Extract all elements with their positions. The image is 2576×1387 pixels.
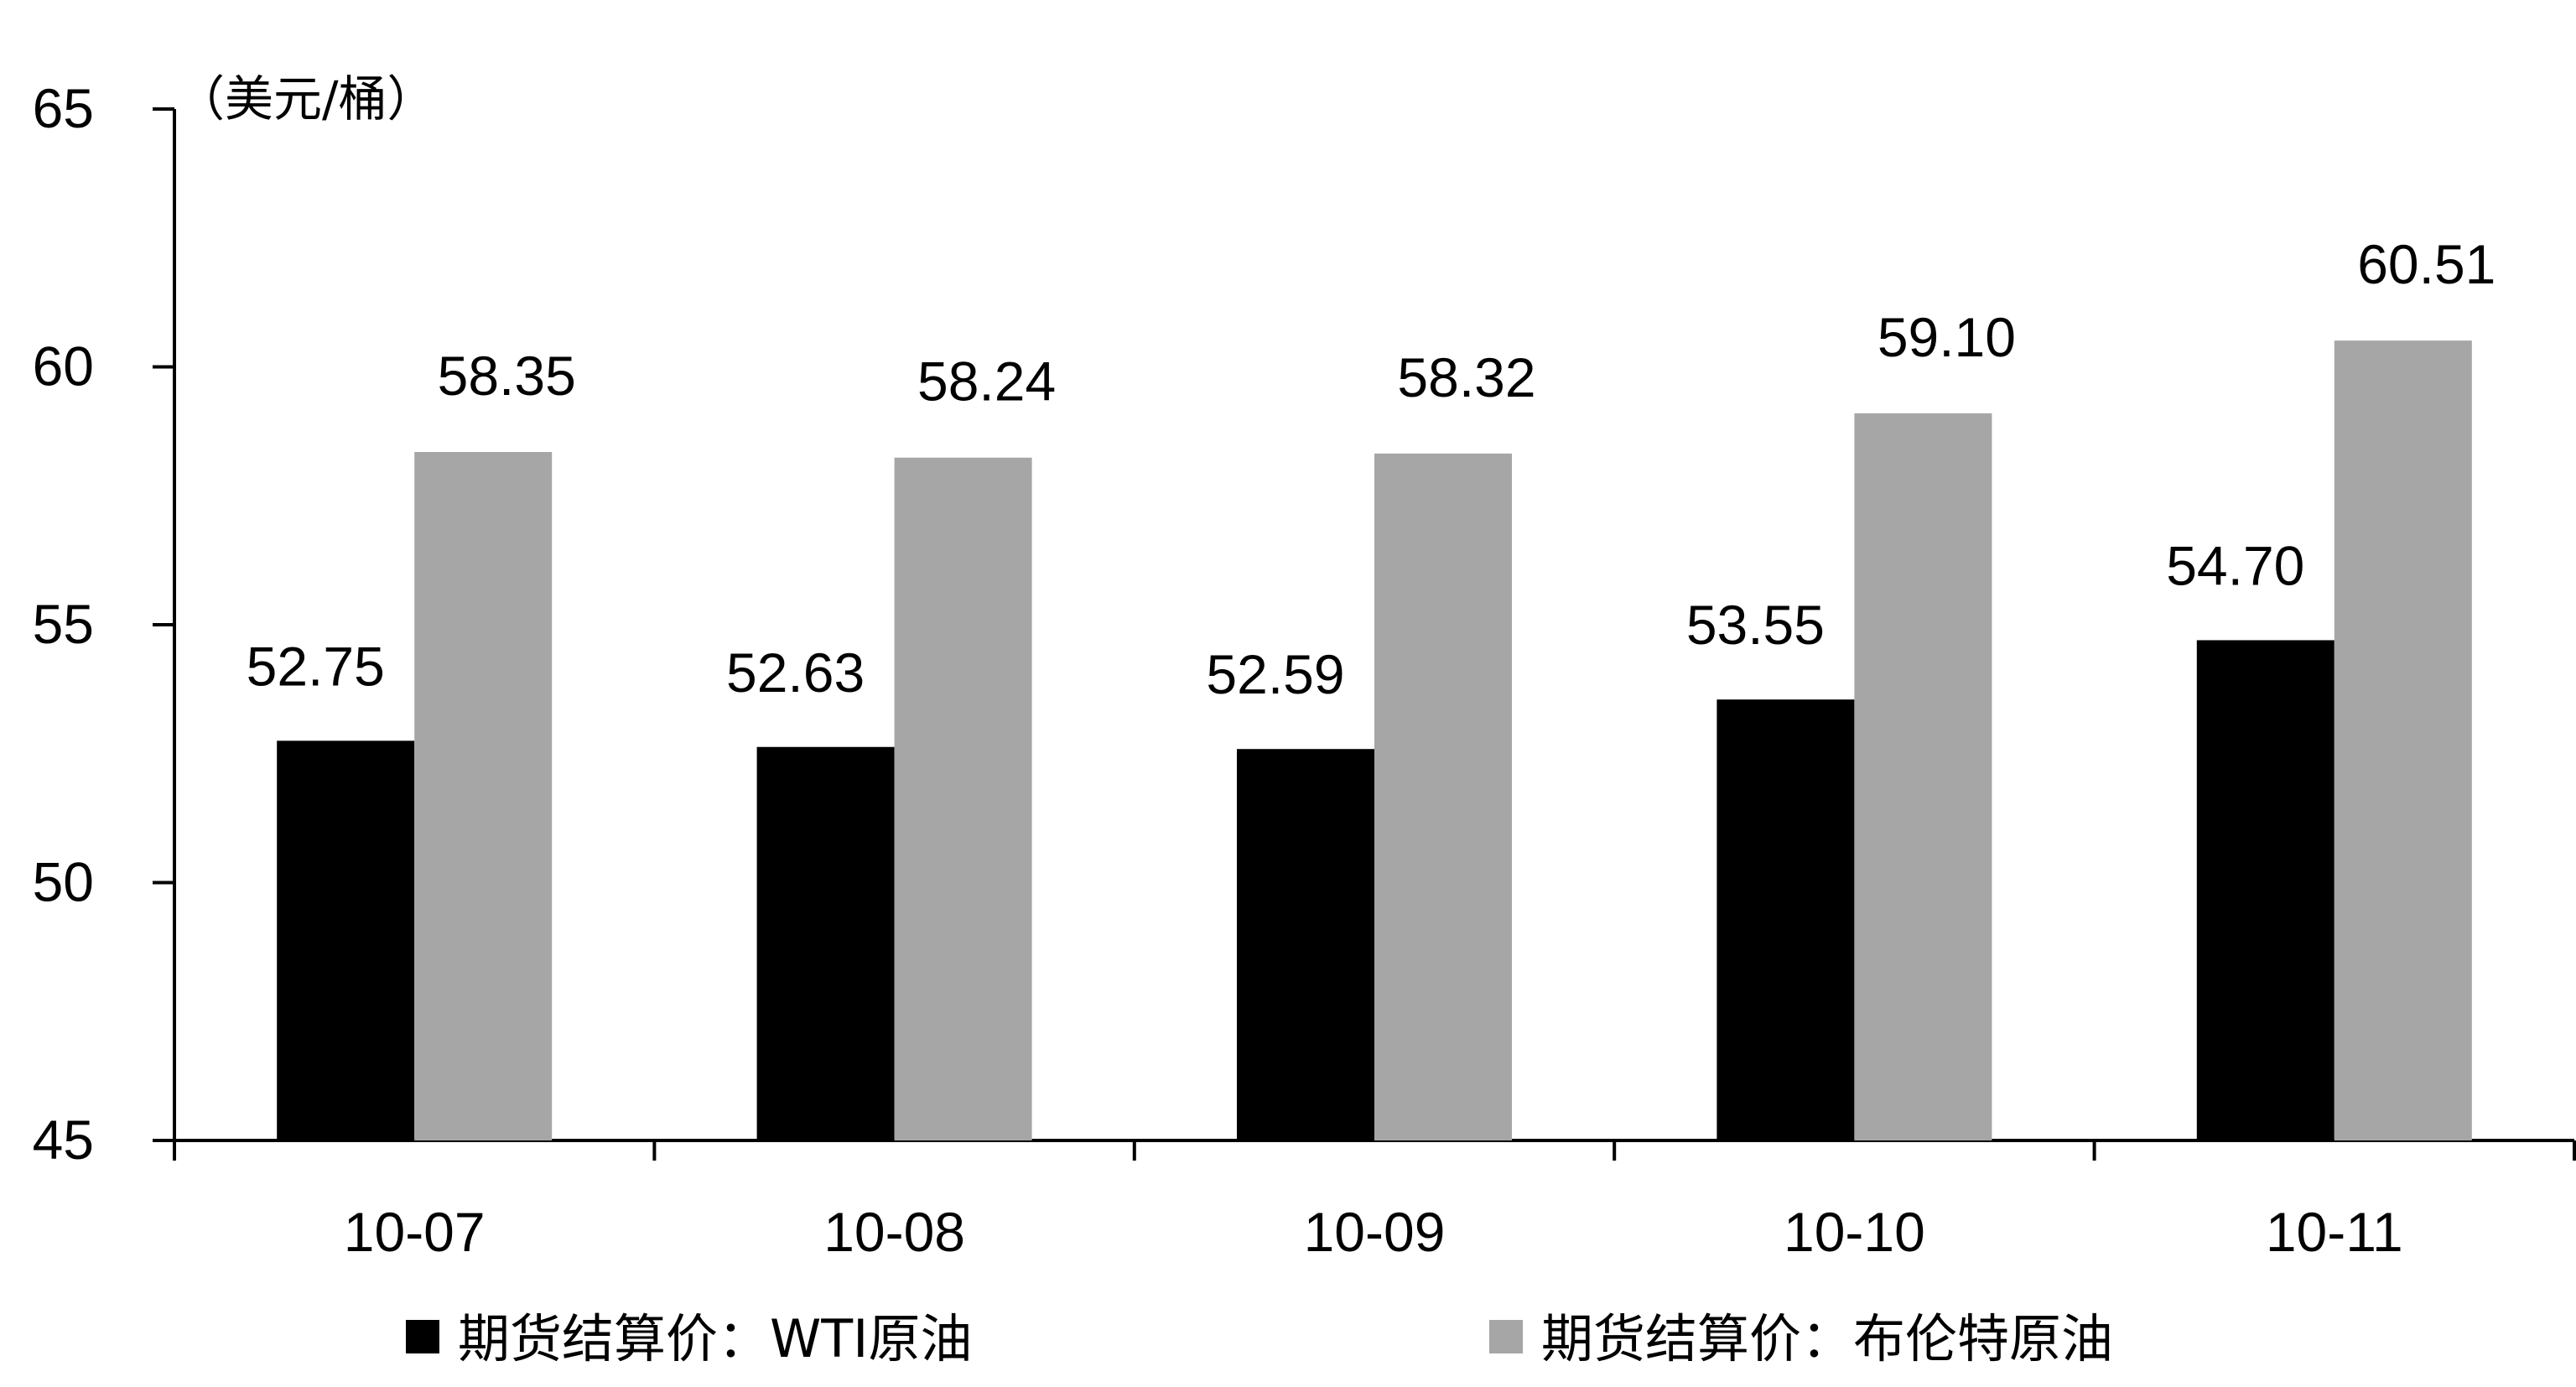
legend-label-brent: 期货结算价：布伦特原油: [1541, 1308, 2113, 1369]
y-tick-label: 45: [33, 1109, 94, 1171]
data-label: 53.55: [1686, 594, 1825, 656]
bar-brent: [894, 457, 1032, 1140]
data-label: 60.51: [2357, 233, 2496, 295]
data-label: 52.75: [247, 635, 385, 697]
data-label: 59.10: [1877, 306, 2016, 368]
bar-wti: [2196, 640, 2334, 1140]
data-label: 52.63: [726, 642, 865, 704]
axes: 45 50 55 60 65 10-07 10-08 10-09 10-10 10-11: [33, 77, 2576, 1263]
x-tick-label: 10-09: [1304, 1201, 1446, 1263]
y-tick-label: 60: [33, 335, 94, 397]
y-tick-label: 55: [33, 593, 94, 655]
bar-brent: [414, 451, 553, 1140]
data-label: 58.35: [438, 345, 576, 407]
bars: [277, 340, 2472, 1141]
legend-swatch-wti: [406, 1320, 439, 1353]
bar-wti: [756, 746, 895, 1140]
bar-brent: [1374, 453, 1512, 1140]
data-label: 58.24: [917, 351, 1056, 413]
bar-wti: [1237, 749, 1374, 1140]
bar-brent: [2334, 340, 2472, 1140]
y-tick-label: 50: [33, 851, 94, 913]
data-label: 54.70: [2166, 534, 2304, 596]
legend-label-wti: 期货结算价：WTI原油: [458, 1308, 972, 1369]
data-labels: 52.75 52.63 52.59 53.55 54.70 58.35 58.24 58.32…: [247, 233, 2496, 705]
data-label: 58.32: [1397, 346, 1535, 408]
bar-wti: [1716, 699, 1855, 1140]
x-tick-label: 10-07: [344, 1201, 486, 1263]
bar-wti: [277, 740, 415, 1140]
x-tick-label: 10-11: [2266, 1201, 2403, 1263]
legend: 期货结算价：WTI原油 期货结算价：布伦特原油: [406, 1308, 2113, 1369]
bar-brent: [1854, 413, 1992, 1141]
x-tick-label: 10-08: [823, 1201, 965, 1263]
x-tick-label: 10-10: [1784, 1201, 1925, 1263]
legend-swatch-brent: [1489, 1320, 1523, 1353]
data-label: 52.59: [1206, 643, 1344, 705]
y-tick-label: 65: [33, 77, 94, 139]
y-axis-unit-label: （美元/桶）: [176, 70, 436, 127]
